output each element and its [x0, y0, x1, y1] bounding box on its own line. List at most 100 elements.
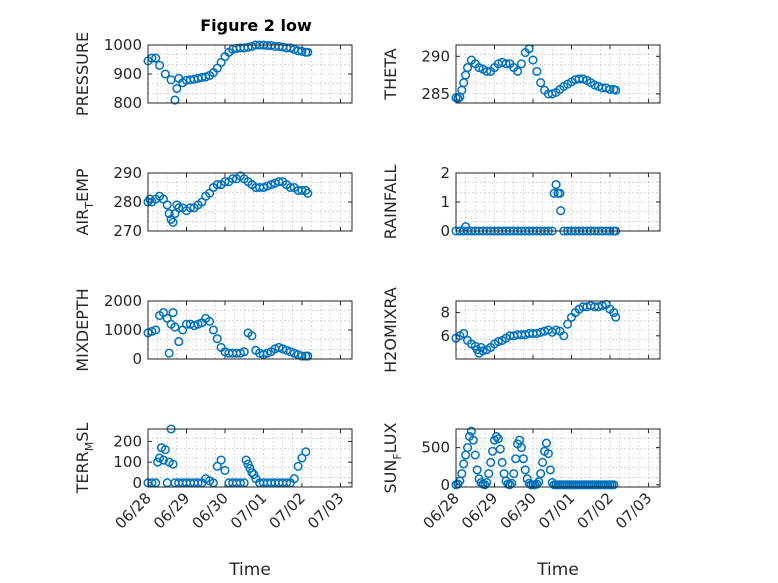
data-point — [170, 322, 180, 332]
x-tick-label: 06/29 — [458, 489, 501, 532]
x-tick-label: 06/30 — [497, 489, 540, 532]
data-point — [168, 308, 178, 318]
data-point — [459, 459, 469, 469]
x-tick-label: 06/28 — [112, 489, 155, 532]
data-point — [493, 434, 503, 444]
data-point — [461, 222, 471, 232]
data-point — [160, 69, 170, 79]
figure-title: Figure 2 low — [200, 16, 312, 35]
data-point — [154, 60, 165, 70]
data-point — [549, 188, 559, 198]
data-point — [484, 469, 494, 479]
x-tick-label: 07/01 — [535, 489, 578, 532]
data-point — [513, 66, 523, 76]
y-axis-label: RAINFALL — [381, 165, 400, 240]
y-axis-label: THETA — [381, 48, 400, 100]
y-tick-label: 6 — [440, 327, 450, 345]
x-tick-label: 07/02 — [265, 489, 308, 532]
data-point — [457, 469, 467, 479]
axes-frame — [455, 44, 661, 104]
data-point — [597, 301, 607, 311]
y-tick-label: 0 — [440, 476, 450, 494]
axes-frame — [147, 300, 353, 360]
data-point — [605, 84, 615, 94]
data-point — [462, 63, 473, 73]
data-point — [611, 312, 621, 322]
data-point — [518, 454, 528, 464]
data-point — [534, 477, 544, 487]
data-point — [466, 426, 476, 436]
subplot-terrmsl: 0 100 200 TERRMSL 06/2806/2906/3007/0107/020… — [73, 423, 353, 580]
y-axis-label: TERRMSL — [73, 423, 96, 495]
data-point — [538, 457, 548, 468]
data-point — [555, 188, 565, 198]
data-point — [486, 457, 496, 468]
data-point — [516, 59, 526, 69]
data-point — [532, 66, 542, 76]
data-point — [174, 337, 184, 347]
data-point — [174, 203, 184, 213]
data-point — [228, 174, 238, 184]
y-axis-label: H2OMIXRA — [381, 287, 400, 373]
y-axis-label: PRESSURE — [73, 32, 92, 116]
data-point — [220, 177, 230, 187]
data-point — [274, 177, 284, 187]
data-point — [480, 480, 490, 490]
axes-frame — [147, 44, 353, 104]
data-point — [516, 443, 526, 453]
x-tick-label: 06/30 — [189, 489, 232, 532]
data-point — [495, 444, 505, 454]
y-tick-label: 0 — [132, 350, 142, 368]
data-point — [151, 53, 161, 63]
data-point — [509, 469, 519, 479]
subplot-h2omixra: 6 8 H2OMIXRA — [381, 287, 661, 373]
data-point — [303, 47, 313, 57]
data-point — [293, 461, 303, 471]
axes-frame — [455, 300, 661, 360]
y-tick-label: 900 — [113, 65, 142, 83]
y-tick-label: 0 — [132, 474, 142, 492]
y-tick-label: 1000 — [104, 36, 142, 54]
x-axis-label: Time — [536, 560, 579, 580]
data-point — [185, 203, 195, 213]
axes-frame — [455, 172, 661, 232]
plot-area — [456, 173, 660, 231]
plot-area — [148, 173, 352, 231]
y-tick-label: 2 — [440, 164, 450, 182]
y-tick-label: 100 — [113, 453, 142, 471]
data-point — [212, 334, 222, 344]
data-point — [205, 316, 215, 326]
data-point — [239, 347, 249, 357]
data-point — [162, 200, 172, 210]
data-point — [303, 351, 313, 361]
data-point — [158, 455, 168, 465]
axes-frame — [147, 172, 353, 232]
data-point — [453, 93, 463, 104]
data-point — [478, 346, 488, 356]
data-point — [545, 465, 555, 475]
data-point — [462, 443, 473, 453]
data-point — [493, 337, 503, 347]
data-point — [208, 325, 218, 335]
subplot-sunflux: 0 500 SUNFLUX 06/2806/2906/3007/0107/0207/0… — [381, 422, 661, 580]
data-point — [491, 431, 501, 441]
y-tick-label: 800 — [113, 94, 142, 112]
data-point — [482, 66, 492, 76]
data-point — [482, 477, 492, 488]
x-tick-label: 06/28 — [420, 489, 463, 532]
data-point — [459, 328, 469, 339]
data-point — [301, 447, 311, 457]
x-tick-label: 07/03 — [612, 489, 655, 532]
data-point — [563, 319, 573, 329]
y-tick-label: 290 — [113, 164, 142, 182]
data-point — [164, 348, 174, 358]
x-tick-label: 06/29 — [150, 489, 193, 532]
data-point — [532, 479, 542, 489]
data-point — [536, 469, 546, 479]
subplot-rainfall: 0 1 2 RAINFALL — [381, 164, 661, 240]
data-point — [556, 206, 566, 216]
data-point — [212, 180, 222, 190]
x-tick-label: 07/01 — [227, 489, 270, 532]
y-tick-label: 1000 — [104, 321, 142, 339]
